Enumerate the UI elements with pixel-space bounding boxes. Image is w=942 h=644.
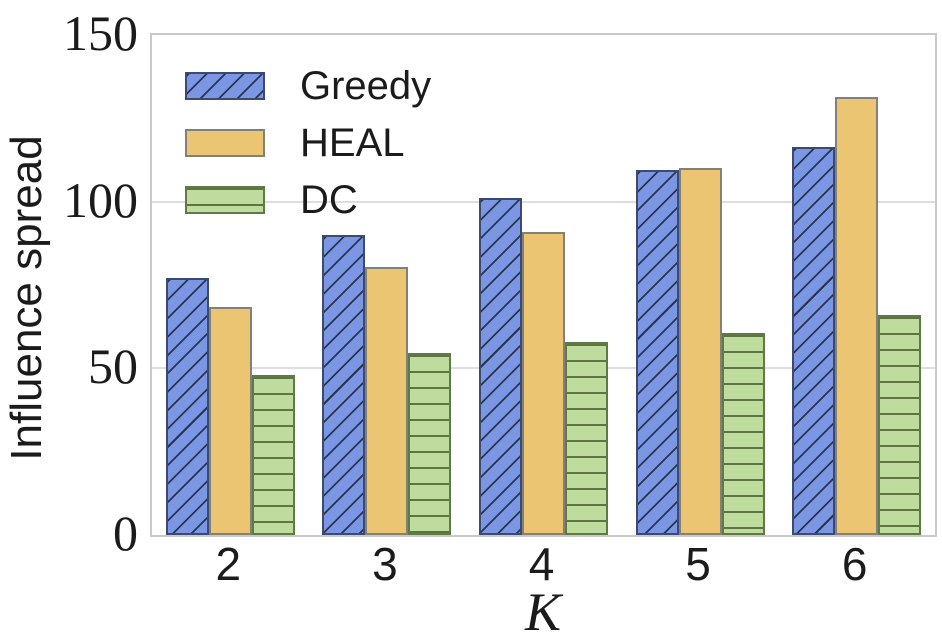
bar-greedy-k2 [166,278,209,535]
bar-dc-k4 [565,342,608,535]
x-tick-label-3: 3 [372,538,398,590]
legend-swatch-heal [185,129,265,157]
bar-dc-k3 [408,353,451,535]
bar-heal-k2 [209,307,252,535]
x-tick-label-2: 2 [215,538,242,590]
x-tick-label-5: 5 [685,538,711,590]
y-tick-label-50: 50 [88,338,138,395]
legend-label-dc: DC [300,178,358,222]
bar-heal-k5 [679,168,722,535]
x-axis-label: K [524,582,562,642]
legend-label-greedy: Greedy [300,64,432,108]
legend-swatch-greedy [185,72,265,100]
x-tick-label-6: 6 [841,538,868,590]
plot-area: Greedy HEAL DC [150,33,937,537]
bar-greedy-k6 [792,147,835,535]
gridline-y100 [152,200,935,203]
y-tick-label-0: 0 [113,505,138,561]
bar-heal-k4 [522,232,565,535]
x-tick-label-4: 4 [528,538,555,590]
legend-label-heal: HEAL [300,121,405,165]
y-tick-label-100: 100 [63,171,138,228]
bar-dc-k6 [878,315,921,535]
bar-greedy-k3 [322,235,365,535]
bar-greedy-k4 [479,198,522,535]
legend-swatch-dc [185,186,265,214]
y-tick-label-150: 150 [63,5,138,61]
bar-greedy-k5 [636,170,679,535]
bar-heal-k6 [835,97,878,535]
bar-dc-k2 [252,375,295,535]
bar-dc-k5 [722,333,765,535]
bar-heal-k3 [365,267,408,535]
